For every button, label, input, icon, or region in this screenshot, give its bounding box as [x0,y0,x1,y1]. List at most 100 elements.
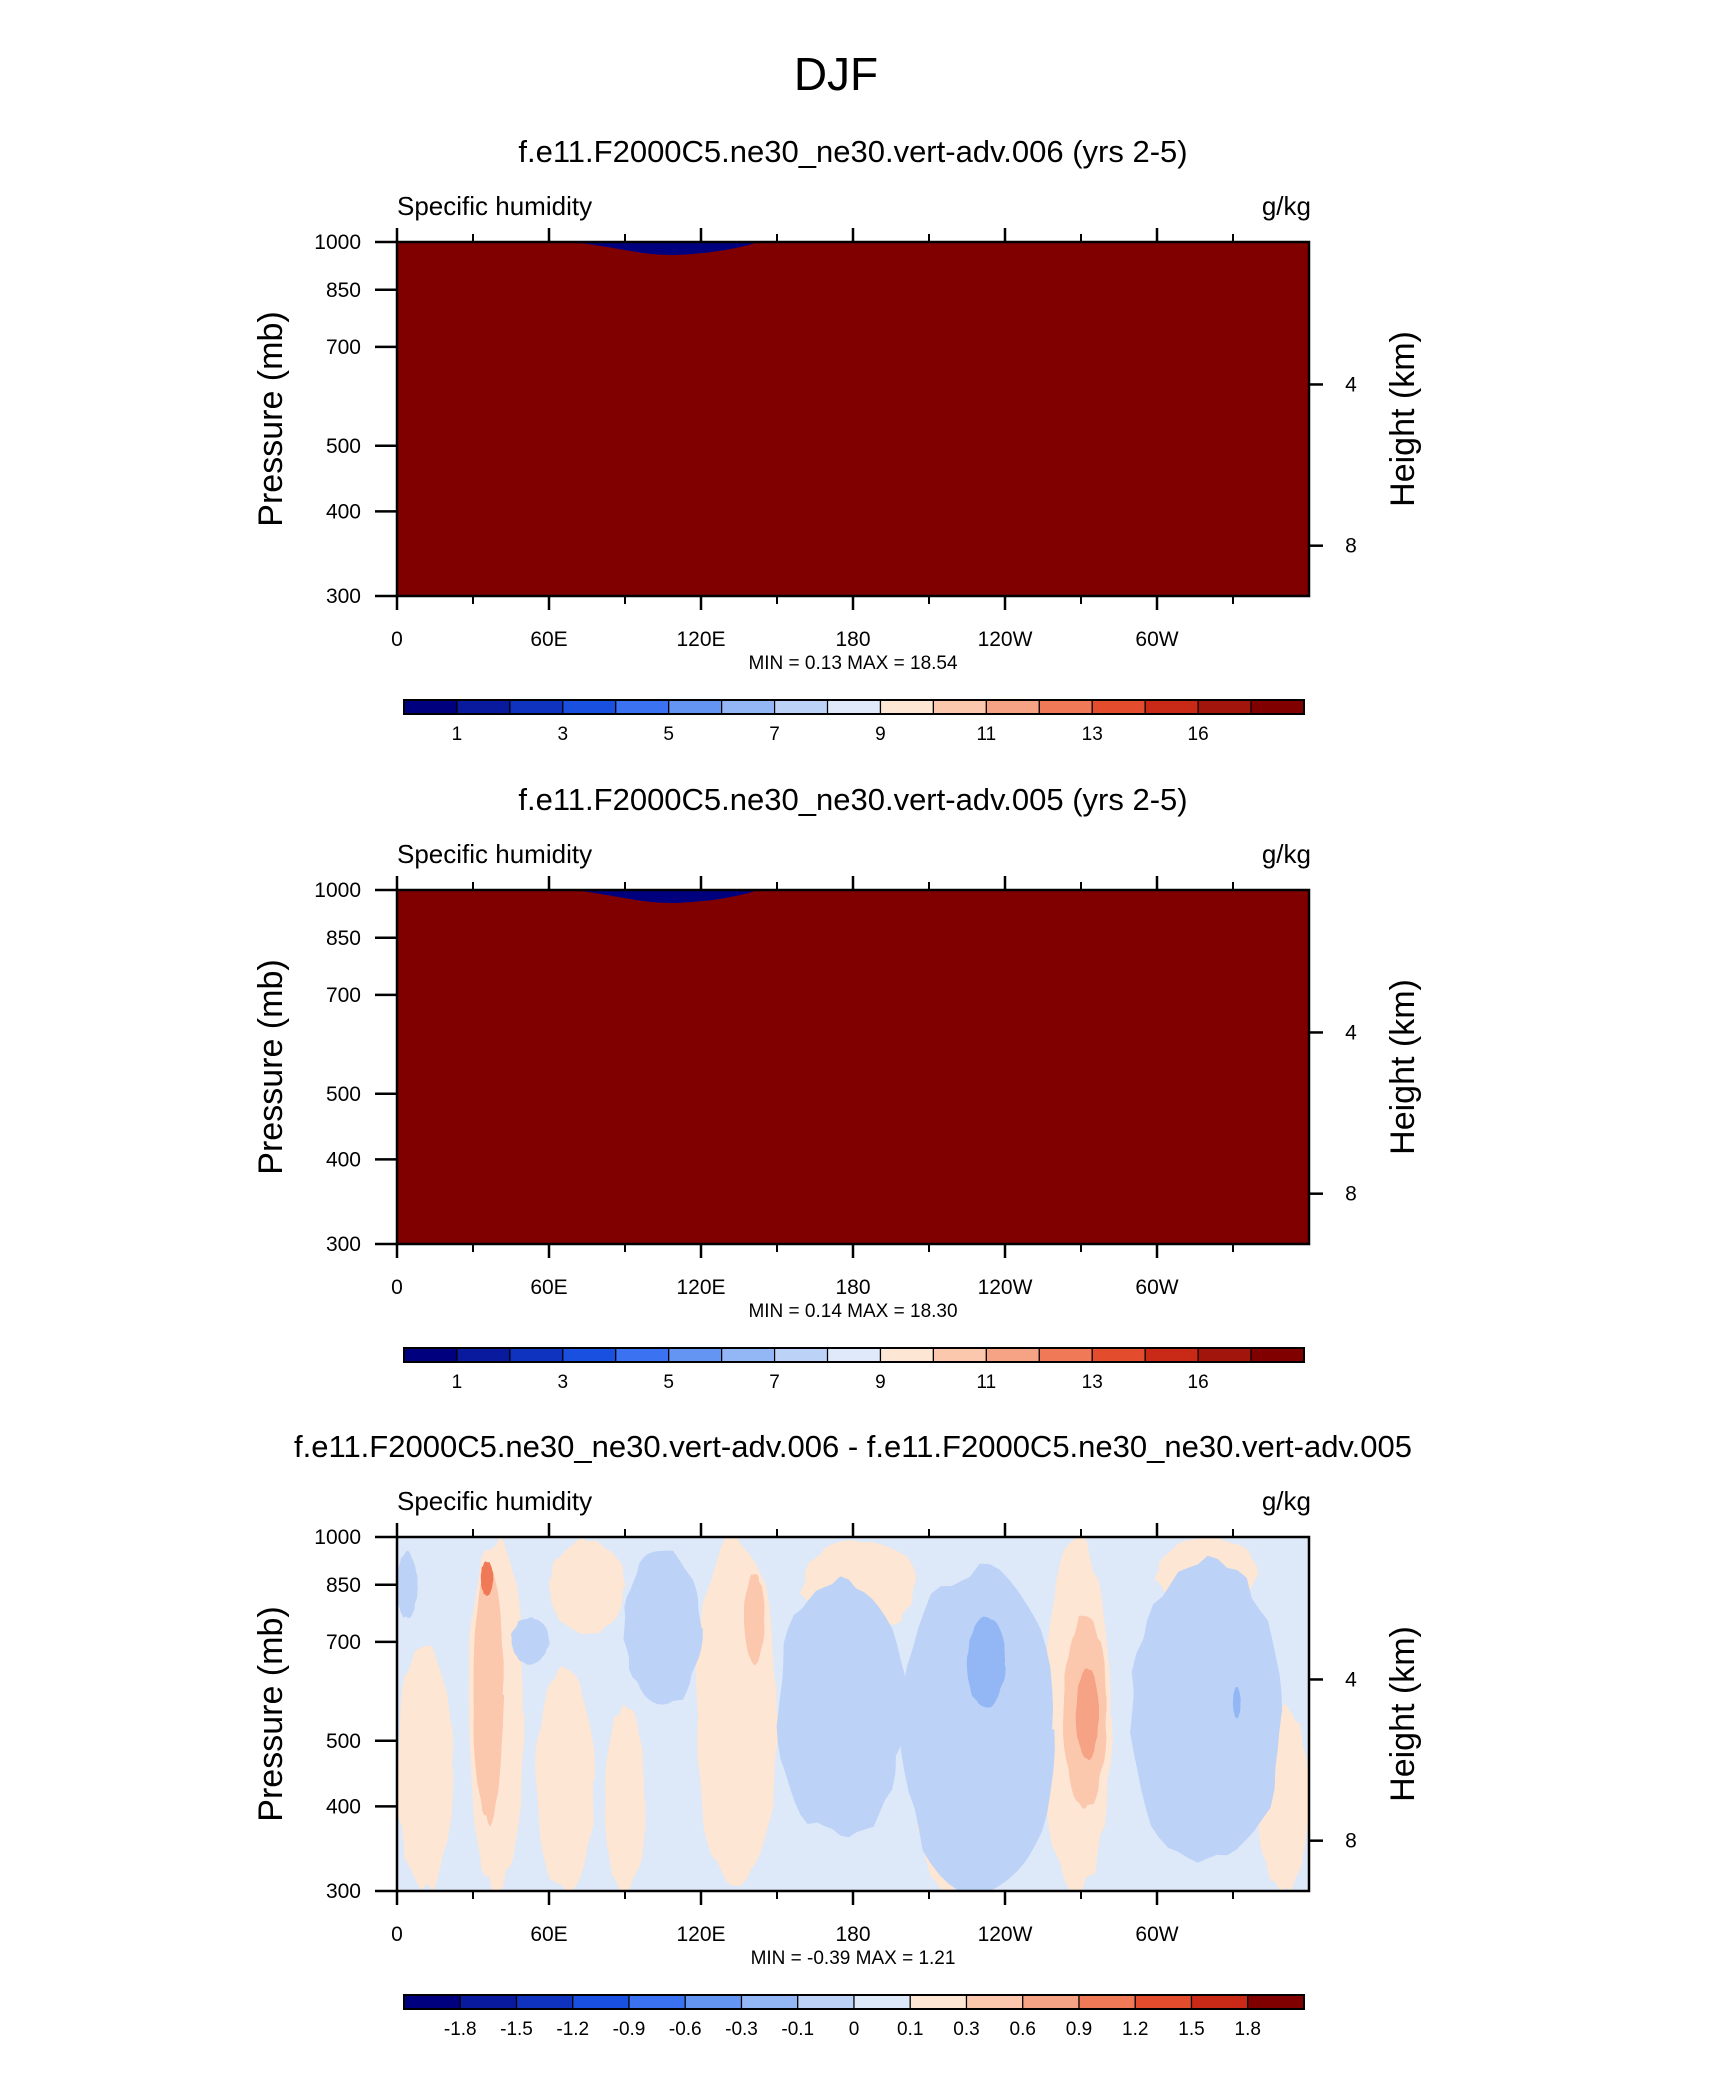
y-tick-label: 400 [326,1148,361,1171]
colorbar-swatch [562,699,617,715]
panel-subtitle-left: Specific humidity [397,839,592,869]
colorbar-swatch [628,1994,686,2010]
colorbar-swatch [1250,699,1305,715]
x-tick-label: 0 [391,1923,403,1946]
colorbar-frame [403,1994,1305,2010]
x-tick-label: 180 [835,628,870,651]
colorbar-swatch [932,699,987,715]
colorbar-swatch [509,699,564,715]
colorbar-swatch [1247,1994,1305,2010]
contour-band [511,1617,550,1665]
colorbar-swatch [456,699,511,715]
x-tick-label: 180 [835,1276,870,1299]
y-tick-label: 850 [326,927,361,950]
y-right-axis-label: Height (km) [1384,331,1422,507]
colorbar-swatch [1197,699,1252,715]
colorbar-swatch [826,699,882,715]
colorbar-swatch [721,699,776,715]
colorbar-label: 0 [849,2019,860,2040]
colorbar-label: 9 [875,724,886,745]
panel-3: 0 60E 120E 180 120W 60W 300 400 500 700 850 1000 8 4 P… [252,1429,1422,2040]
x-tick-label: 0 [391,1276,403,1299]
colorbar-swatch [1134,1994,1193,2010]
colorbar-label: -0.3 [725,2019,758,2040]
colorbar-label: 0.9 [1066,2019,1092,2040]
colorbar-label: 0.6 [1010,2019,1036,2040]
colorbar-label: 3 [558,724,569,745]
colorbar-swatch [965,1994,1024,2010]
y-right-tick-label: 8 [1345,1830,1357,1853]
panel-units: g/kg [1262,191,1311,221]
colorbar-label: 5 [663,724,674,745]
colorbar-label: -0.1 [781,2019,814,2040]
y-tick-label: 1000 [314,1526,361,1549]
colorbar-label: 7 [769,724,780,745]
colorbar-frame [403,699,1305,715]
min-max-stats: MIN = -0.39 MAX = 1.21 [751,1948,956,1969]
colorbar-label: -0.6 [669,2019,702,2040]
panel-title: f.e11.F2000C5.ne30_ne30.vert-adv.005 (yr… [518,782,1187,817]
axes: 0 60E 120E 180 120W 60W 300 400 500 700 850 1000 8 4 P… [252,134,1422,674]
x-tick-label: 120W [978,628,1033,651]
field [397,242,1309,596]
colorbar-label: 13 [1082,724,1103,745]
colorbar-swatch [740,1994,799,2010]
contour-band [1075,1668,1099,1761]
colorbar-label: 9 [875,1372,886,1393]
colorbar-label: 13 [1082,1372,1103,1393]
y-tick-label: 500 [326,1083,361,1106]
y-tick-label: 1000 [314,879,361,902]
colorbar-label: -1.8 [444,2019,477,2040]
colorbar-label: 0.1 [897,2019,923,2040]
colorbar-swatch [1091,699,1146,715]
colorbar-label: 1 [452,1372,463,1393]
colorbar-swatch [879,1347,935,1363]
colorbar-label: 3 [558,1372,569,1393]
colorbar-swatch [1144,1347,1199,1363]
contour-fill [397,242,1309,596]
colorbar-swatch [1078,1994,1136,2010]
y-tick-label: 700 [326,336,361,359]
colorbar-swatch [773,1347,829,1363]
contour-band [623,1550,703,1705]
panel-title: f.e11.F2000C5.ne30_ne30.vert-adv.006 (yr… [518,134,1187,169]
contour-band [535,1666,595,1891]
contour-band [1232,1686,1241,1719]
colorbar-swatch [403,1347,458,1363]
contour-band [397,242,1309,596]
colorbar-swatch [721,1347,776,1363]
contour-band [1130,1555,1283,1863]
x-tick-label: 60W [1135,1276,1178,1299]
colorbar-swatch [684,1994,743,2010]
colorbar-swatch [1091,1347,1146,1363]
contour-band [776,1576,907,1838]
axes: 0 60E 120E 180 120W 60W 300 400 500 700 850 1000 8 4 P… [252,1429,1422,1969]
min-max-stats: MIN = 0.14 MAX = 18.30 [748,1301,957,1322]
contour-fill [397,890,1309,1244]
colorbar-label: 16 [1188,1372,1209,1393]
colorbar-swatch [1144,699,1199,715]
x-tick-label: 120E [676,1923,725,1946]
contour-band [549,1538,626,1635]
panel-title: f.e11.F2000C5.ne30_ne30.vert-adv.006 - f… [294,1429,1412,1464]
colorbar-label: 11 [976,724,996,745]
colorbar-label: 1.5 [1178,2019,1204,2040]
contour-band [397,890,1309,1244]
colorbar-swatch [1038,1347,1093,1363]
panel-units: g/kg [1262,839,1311,869]
contour-band [744,1574,765,1666]
colorbar-swatch [1250,1347,1305,1363]
y-right-axis-label: Height (km) [1384,979,1422,1155]
colorbar-swatch [797,1994,855,2010]
y-tick-label: 400 [326,500,361,523]
colorbar-label: -0.9 [613,2019,646,2040]
y-right-tick-label: 4 [1345,1668,1357,1691]
y-tick-label: 700 [326,984,361,1007]
colorbar-swatch [615,699,670,715]
y-tick-label: 300 [326,585,361,608]
field [397,890,1309,1244]
x-tick-label: 120W [978,1923,1033,1946]
contour-band [900,1563,1055,1891]
colorbar-swatch [403,699,458,715]
